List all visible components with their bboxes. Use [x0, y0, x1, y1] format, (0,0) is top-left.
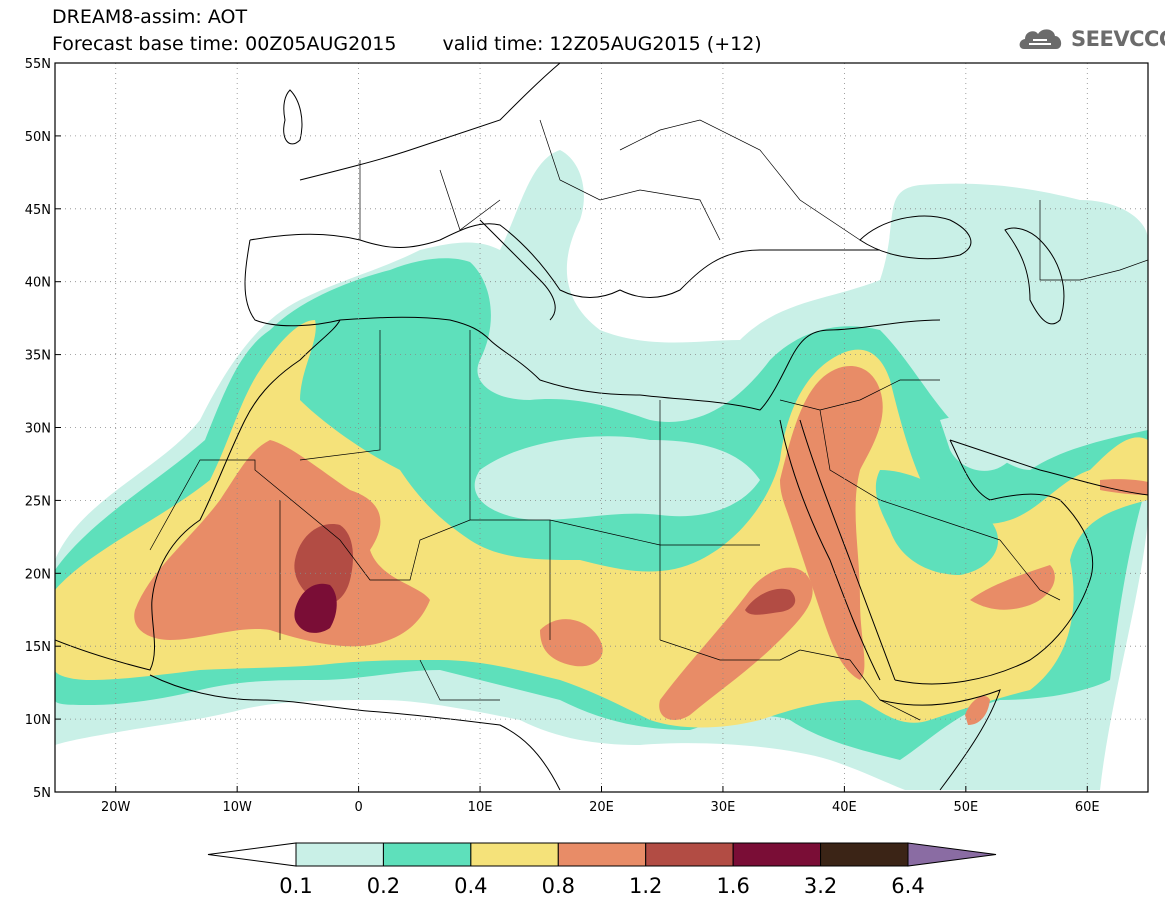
colorbar-label: 6.4	[891, 874, 924, 898]
colorbar-label: 0.1	[279, 874, 312, 898]
longitude-labels: 20W 10W 0 10E 20E 30E 40E 50E 60E	[101, 800, 1100, 815]
colorbar-segment	[732, 842, 822, 867]
lat-tick-label: 35N	[25, 349, 51, 364]
colorbar-label: 0.2	[367, 874, 400, 898]
colorbar-label: 3.2	[804, 874, 837, 898]
colorbar-segment	[295, 842, 384, 867]
lon-tick-label: 40E	[832, 800, 857, 815]
lat-tick-label: 10N	[25, 713, 51, 728]
aot-contour-1-2-sudan	[745, 588, 796, 615]
aot-contour-0-1-libya	[474, 436, 760, 520]
lon-tick-label: 30E	[711, 800, 736, 815]
aot-contour-0-2-arabia	[875, 470, 999, 575]
aot-contour-1-2-mali	[294, 524, 353, 604]
graticule	[55, 63, 1148, 792]
lat-tick-label: 5N	[33, 786, 51, 801]
colorbar-segment	[820, 842, 909, 867]
forecast-time-line: Forecast base time: 00Z05AUG2015 valid ti…	[52, 33, 762, 55]
colorbar-low-extend	[207, 842, 297, 867]
valid-time: valid time: 12Z05AUG2015 (+12)	[442, 33, 762, 55]
aot-contour-0-8-oman	[1100, 479, 1148, 495]
colorbar-label: 1.6	[716, 874, 749, 898]
colorbar-segment	[470, 842, 559, 867]
lon-tick-label: 60E	[1075, 800, 1100, 815]
lon-tick-label: 0	[354, 800, 362, 815]
lat-tick-label: 55N	[25, 57, 51, 72]
aot-contour-0-8-yemen	[970, 565, 1055, 610]
logo-text: SEEVCCC	[1071, 27, 1165, 51]
latitude-labels: 55N 50N 45N 40N 35N 30N 25N 20N 15N 10N 5N	[25, 57, 51, 801]
colorbar-label: 0.8	[542, 874, 575, 898]
lon-tick-label: 10E	[468, 800, 493, 815]
lon-tick-label: 20W	[101, 800, 131, 815]
lat-tick-label: 25N	[25, 494, 51, 509]
colorbar-label: 0.4	[454, 874, 487, 898]
aot-contour-1-6-mali	[294, 583, 337, 633]
aot-contour-0-8-sahel	[134, 440, 431, 647]
lat-tick-label: 30N	[25, 422, 51, 437]
country-borders	[149, 119, 1148, 721]
lat-tick-label: 20N	[25, 567, 51, 582]
colorbar-segment	[645, 842, 734, 867]
lat-tick-label: 50N	[25, 130, 51, 145]
lat-tick-label: 15N	[25, 640, 51, 655]
cloud-icon	[1019, 29, 1062, 49]
colorbar-high-extend	[907, 842, 997, 867]
aot-field	[55, 63, 1148, 791]
lon-tick-label: 20E	[589, 800, 614, 815]
base-time: Forecast base time: 00Z05AUG2015	[52, 33, 397, 55]
lat-tick-label: 45N	[25, 203, 51, 218]
lat-tick-label: 40N	[25, 276, 51, 291]
map-title: DREAM8-assim: AOT	[52, 6, 248, 28]
lon-tick-label: 10W	[222, 800, 252, 815]
aot-contour-0-8-chad	[540, 619, 603, 667]
aot-contour-0-1-gulf	[940, 417, 1010, 471]
lon-tick-label: 50E	[953, 800, 978, 815]
aot-contour-0-8-redsea	[780, 366, 883, 680]
colorbar-label: 1.2	[629, 874, 662, 898]
aot-contour-0-1-iran	[960, 326, 1100, 394]
colorbar-segment	[382, 842, 472, 867]
coastlines	[55, 63, 1148, 791]
aot-contour-0-8-somalia	[965, 695, 990, 725]
colorbar-segment	[557, 842, 647, 867]
